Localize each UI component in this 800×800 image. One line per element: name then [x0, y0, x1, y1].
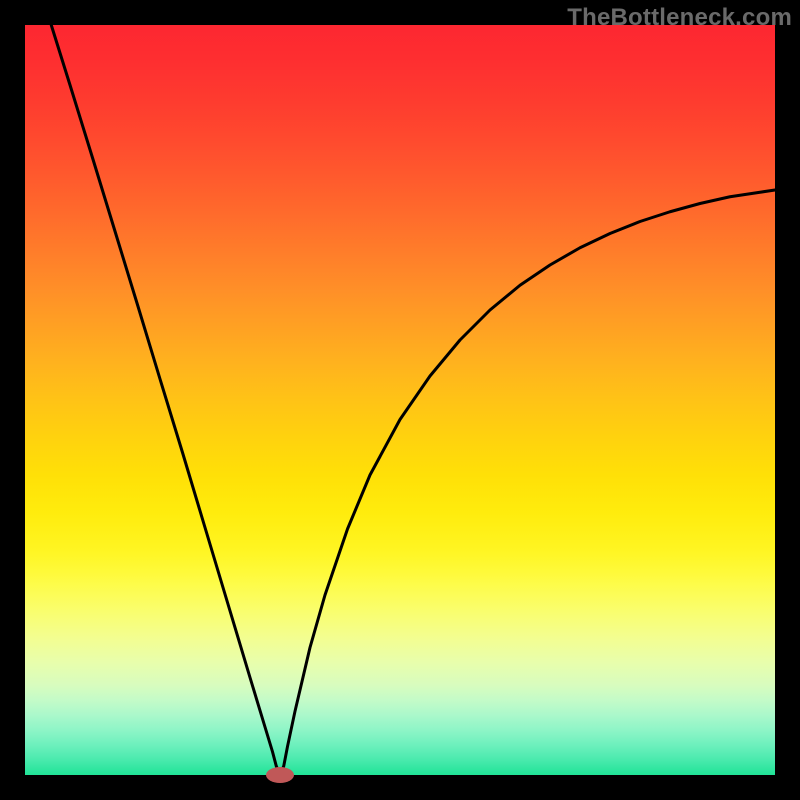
bottleneck-chart [0, 0, 800, 800]
chart-canvas: { "watermark": { "text": "TheBottleneck.… [0, 0, 800, 800]
watermark-label: TheBottleneck.com [567, 0, 800, 34]
optimal-point-marker [266, 767, 294, 783]
plot-background [25, 25, 775, 775]
